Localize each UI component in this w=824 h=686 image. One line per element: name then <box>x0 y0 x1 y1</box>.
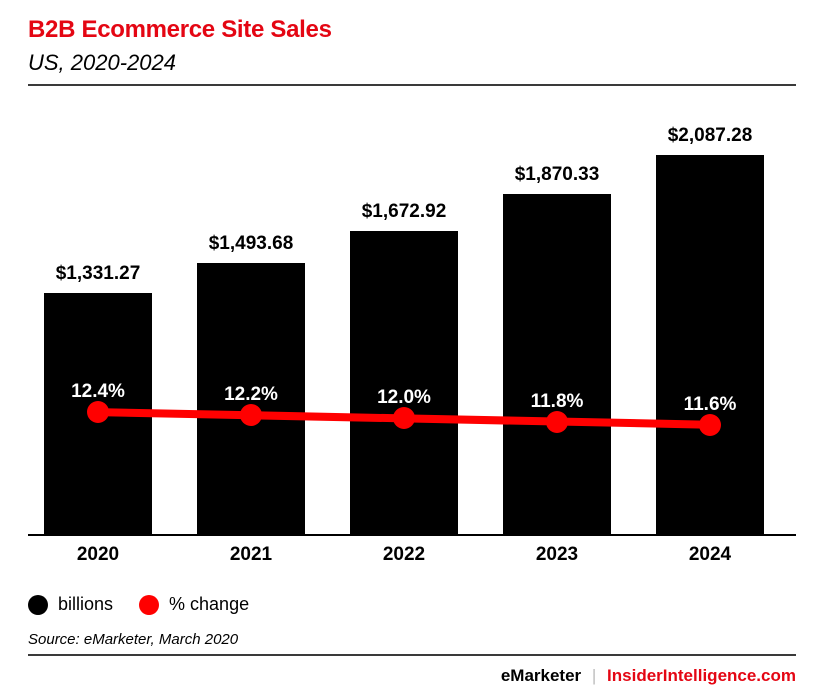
x-axis-label: 2021 <box>230 544 272 566</box>
line-marker <box>87 401 109 423</box>
x-axis-labels: 2020 2021 2022 2023 2024 <box>28 544 796 578</box>
line-marker <box>699 414 721 436</box>
pct-change-label: 11.8% <box>531 391 584 413</box>
legend: billions % change <box>28 594 796 615</box>
rule-top <box>28 84 796 86</box>
chart-title: B2B Ecommerce Site Sales <box>28 16 796 44</box>
bar <box>350 231 458 536</box>
rule-bottom <box>28 654 796 656</box>
bar-value-label: $2,087.28 <box>668 125 753 147</box>
x-axis-label: 2023 <box>536 544 578 566</box>
legend-swatch-icon <box>139 595 159 615</box>
footer-left: eMarketer <box>501 666 581 685</box>
pct-change-label: 12.4% <box>71 381 125 403</box>
chart-container: B2B Ecommerce Site Sales US, 2020-2024 $… <box>0 0 824 684</box>
legend-swatch-icon <box>28 595 48 615</box>
x-axis-label: 2022 <box>383 544 425 566</box>
x-axis-label: 2020 <box>77 544 119 566</box>
plot-area: $1,331.27 $1,493.68 $1,672.92 $1,870.33 $2,0… <box>28 116 796 536</box>
footer-separator: | <box>592 666 596 685</box>
footer-right: InsiderIntelligence.com <box>607 666 796 685</box>
pct-change-label: 11.6% <box>684 394 737 416</box>
line-marker <box>546 411 568 433</box>
legend-label: billions <box>58 594 113 615</box>
footer-credits: eMarketer | InsiderIntelligence.com <box>28 666 796 686</box>
line-marker <box>393 407 415 429</box>
pct-change-label: 12.0% <box>377 388 431 410</box>
source-line: Source: eMarketer, March 2020 <box>28 631 796 648</box>
bar-value-label: $1,672.92 <box>362 201 447 223</box>
chart-subtitle: US, 2020-2024 <box>28 50 796 76</box>
legend-item-pct-change: % change <box>139 594 249 615</box>
legend-item-billions: billions <box>28 594 113 615</box>
bar <box>656 155 764 536</box>
pct-change-label: 12.2% <box>224 384 278 406</box>
x-axis-label: 2024 <box>689 544 731 566</box>
bar-value-label: $1,493.68 <box>209 233 294 255</box>
line-marker <box>240 404 262 426</box>
bar <box>503 194 611 536</box>
legend-label: % change <box>169 594 249 615</box>
bar-value-label: $1,870.33 <box>515 164 600 186</box>
bar-value-label: $1,331.27 <box>56 263 141 285</box>
